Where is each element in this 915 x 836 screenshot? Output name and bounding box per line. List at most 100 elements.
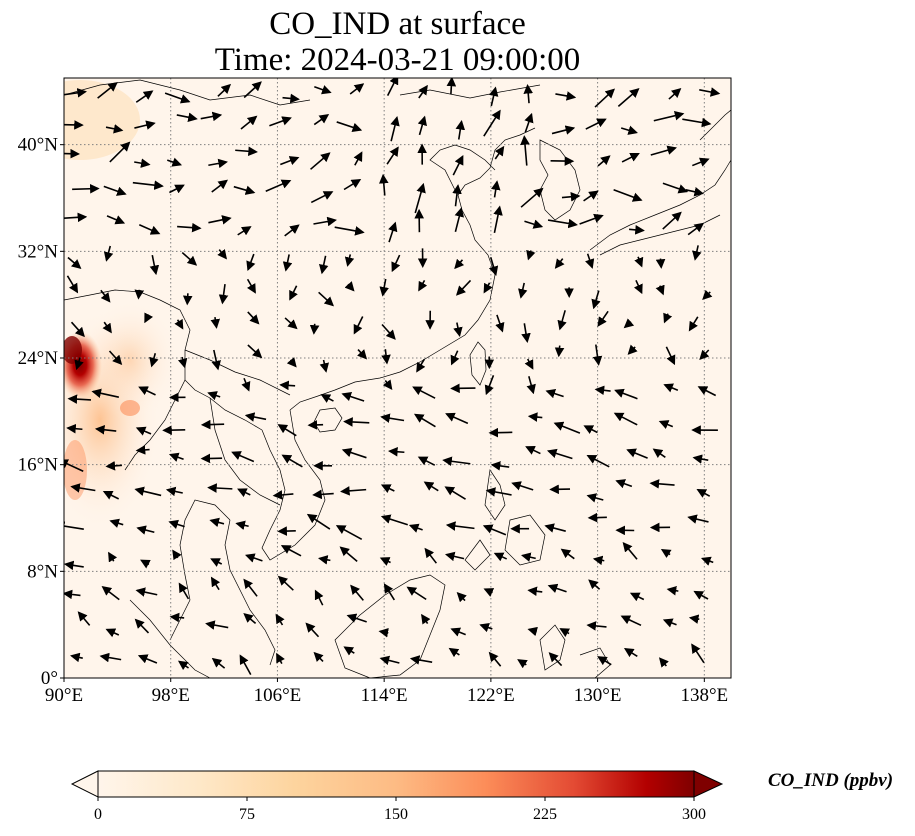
- wind-vectors: [64, 78, 721, 676]
- lon-tick-label: 138°E: [680, 685, 728, 706]
- wind-arrow: [177, 660, 189, 671]
- wind-arrow: [312, 489, 334, 500]
- wind-arrow: [379, 557, 391, 566]
- wind-arrow: [662, 211, 682, 230]
- wind-arrow: [553, 421, 581, 434]
- wind-arrow: [408, 523, 423, 533]
- wind-arrow: [414, 182, 426, 214]
- wind-arrow: [585, 118, 607, 130]
- wind-arrow: [378, 628, 389, 638]
- wind-arrow: [344, 254, 355, 267]
- wind-arrow: [381, 323, 396, 340]
- wind-arrow: [310, 152, 331, 170]
- colorbar-title: CO_IND (ppbv): [768, 770, 894, 791]
- colorbar-gradient: [98, 771, 694, 797]
- wind-arrow: [70, 483, 96, 493]
- wind-arrow: [455, 279, 472, 296]
- wind-arrow: [235, 146, 258, 157]
- wind-arrow: [310, 191, 334, 204]
- wind-arrow: [380, 413, 405, 423]
- colorbar: 0 75 150 225 300: [70, 770, 724, 823]
- wind-arrow: [77, 611, 91, 626]
- wind-arrow: [699, 349, 710, 361]
- wind-arrow: [555, 91, 577, 101]
- wind-arrow: [344, 281, 355, 292]
- wind-arrow: [445, 412, 469, 425]
- wind-arrow: [662, 182, 689, 194]
- wind-arrow: [479, 623, 493, 633]
- wind-arrow: [583, 190, 599, 202]
- wind-arrow: [621, 152, 640, 163]
- wind-arrow: [135, 445, 150, 455]
- wind-arrow: [210, 576, 221, 591]
- wind-arrow: [547, 218, 578, 229]
- wind-arrow: [416, 358, 426, 373]
- wind-arrow: [64, 120, 84, 130]
- wind-arrow: [693, 590, 709, 600]
- wind-arrow: [700, 556, 714, 566]
- wind-arrow: [239, 654, 252, 676]
- wind-arrow: [520, 187, 544, 208]
- wind-arrow: [207, 391, 221, 401]
- wind-arrow: [135, 426, 152, 436]
- wind-arrow: [483, 109, 501, 137]
- wind-arrow: [379, 278, 389, 297]
- wind-arrow: [94, 425, 117, 435]
- wind-arrow: [314, 85, 332, 95]
- wind-arrow: [272, 490, 294, 500]
- wind-arrow: [66, 423, 83, 434]
- wind-arrow: [101, 586, 120, 601]
- wind-arrow: [277, 424, 297, 437]
- wind-arrow: [64, 212, 88, 223]
- wind-arrow: [615, 479, 633, 489]
- wind-arrow: [390, 116, 400, 142]
- wind-arrow: [482, 524, 507, 536]
- wind-arrow: [340, 486, 367, 496]
- wind-arrow: [64, 589, 81, 600]
- wind-arrow: [557, 310, 567, 331]
- wind-arrow: [378, 173, 389, 196]
- wind-arrow: [319, 359, 330, 373]
- wind-arrow: [525, 446, 541, 455]
- wind-arrow: [169, 184, 185, 194]
- wind-arrow: [218, 283, 229, 305]
- map-title-line2: Time: 2024-03-21 09:00:00: [214, 42, 581, 78]
- wind-arrow: [134, 289, 145, 300]
- lon-tick-label: 90°E: [45, 685, 83, 706]
- wind-arrow: [520, 552, 536, 562]
- wind-arrow: [275, 613, 285, 626]
- wind-arrow: [149, 353, 159, 368]
- wind-arrow: [511, 481, 534, 491]
- wind-arrow: [164, 92, 191, 104]
- wind-arrow: [418, 280, 428, 292]
- wind-arrow: [663, 383, 679, 393]
- wind-arrow: [629, 592, 645, 602]
- colorbar-tick-label: 300: [682, 806, 706, 823]
- wind-arrow: [149, 254, 160, 276]
- wind-arrow: [452, 154, 464, 176]
- wind-arrow: [445, 521, 475, 531]
- wind-arrow: [346, 613, 367, 623]
- wind-arrow: [282, 254, 293, 272]
- wind-arrow: [391, 254, 401, 273]
- wind-arrow: [685, 187, 705, 197]
- wind-arrow: [417, 456, 436, 466]
- wind-arrow: [652, 448, 666, 458]
- wind-arrow: [521, 323, 531, 344]
- wind-arrow: [343, 646, 355, 656]
- wind-arrow: [106, 215, 126, 225]
- wind-arrow: [247, 311, 260, 325]
- wind-arrow: [276, 652, 285, 664]
- wind-arrow: [687, 222, 705, 236]
- wind-arrow: [592, 344, 603, 366]
- wind-arrow: [527, 586, 543, 597]
- wind-arrow: [102, 490, 120, 500]
- wind-arrow: [182, 293, 193, 306]
- wind-arrow: [284, 317, 298, 330]
- wind-arrow: [620, 125, 638, 135]
- wind-arrow: [109, 518, 124, 528]
- wind-arrow: [418, 84, 428, 99]
- wind-arrow: [335, 525, 363, 541]
- wind-arrow: [269, 116, 292, 127]
